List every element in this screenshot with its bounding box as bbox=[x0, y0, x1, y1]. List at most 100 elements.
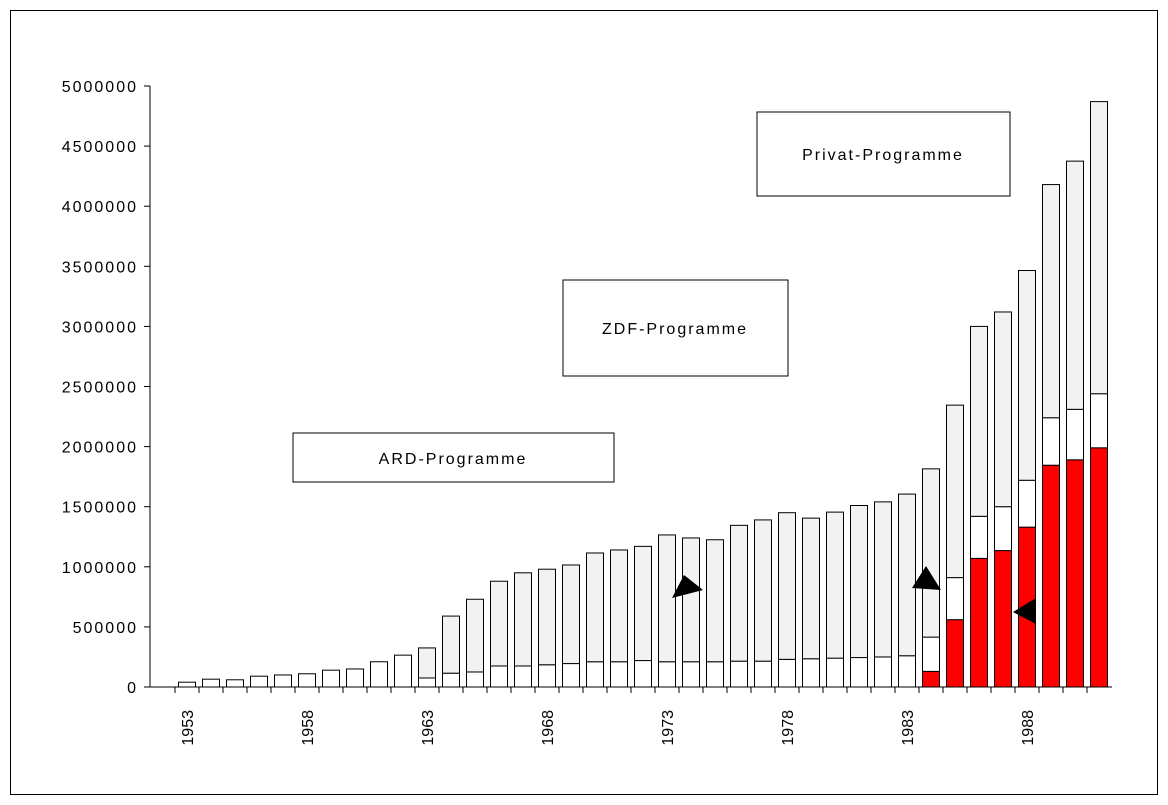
y-tick-label: 2000000 bbox=[62, 440, 138, 457]
bar-segment bbox=[946, 577, 964, 621]
bar-segment bbox=[562, 564, 580, 665]
bar-segment bbox=[658, 661, 676, 688]
bar-segment bbox=[994, 506, 1012, 552]
bar-segment bbox=[394, 654, 412, 688]
bar-segment bbox=[994, 311, 1012, 508]
bar-segment bbox=[754, 660, 772, 688]
arrow bbox=[912, 566, 941, 590]
x-tick-label: 1978 bbox=[780, 710, 797, 746]
annotation-box bbox=[562, 279, 789, 377]
bar-segment bbox=[730, 660, 748, 688]
bar-segment bbox=[490, 580, 508, 667]
annotation-box bbox=[756, 111, 1011, 197]
bar-segment bbox=[346, 668, 364, 688]
bar-segment bbox=[178, 681, 196, 688]
bar-segment bbox=[370, 661, 388, 688]
bar-segment bbox=[706, 661, 724, 688]
bar-segment bbox=[778, 658, 796, 688]
bar-segment bbox=[898, 655, 916, 688]
bar-segment bbox=[778, 512, 796, 660]
x-tick-label: 1983 bbox=[900, 710, 917, 746]
y-tick-label: 3000000 bbox=[62, 319, 138, 336]
bar-segment bbox=[322, 669, 340, 688]
plot: 0 500000 1000000 1500000 2000000 2500000 30000… bbox=[62, 79, 1112, 746]
bar-segment bbox=[586, 552, 604, 663]
bar-segment bbox=[1042, 464, 1060, 688]
bar-segment bbox=[1018, 270, 1036, 481]
bar-segment bbox=[706, 539, 724, 663]
bar-segment bbox=[538, 568, 556, 666]
y-tick-label: 3500000 bbox=[62, 259, 138, 276]
x-tick-label: 1968 bbox=[540, 710, 557, 746]
y-tick-label: 1500000 bbox=[62, 500, 138, 517]
bar-segment bbox=[298, 673, 316, 688]
y-tick-label: 4500000 bbox=[62, 139, 138, 156]
bar-segment bbox=[754, 519, 772, 662]
bar-segment bbox=[802, 517, 820, 660]
y-tick-label: 1000000 bbox=[62, 560, 138, 577]
bar-segment bbox=[658, 534, 676, 663]
annotation: ZDF-Programme bbox=[602, 321, 748, 338]
bar-segment bbox=[1090, 447, 1108, 688]
x-tick-label: 1958 bbox=[300, 710, 317, 746]
bar-segment bbox=[586, 661, 604, 688]
bar-segment bbox=[682, 537, 700, 663]
bar-segment bbox=[946, 404, 964, 579]
bar-segment bbox=[250, 675, 268, 688]
annotation: ARD-Programme bbox=[379, 451, 528, 468]
bar-segment bbox=[442, 672, 460, 688]
bar-segment bbox=[826, 511, 844, 659]
bar-segment bbox=[610, 661, 628, 688]
bar-segment bbox=[826, 657, 844, 688]
bar-segment bbox=[970, 557, 988, 688]
bar-segment bbox=[850, 504, 868, 659]
bar-segment bbox=[874, 656, 892, 688]
bar-segment bbox=[538, 664, 556, 688]
bar-segment bbox=[922, 670, 940, 688]
bar-segment bbox=[1066, 160, 1084, 410]
y-tick-label: 2500000 bbox=[62, 380, 138, 397]
bar-segment bbox=[274, 674, 292, 688]
bar-segment bbox=[442, 615, 460, 674]
bar-segment bbox=[562, 663, 580, 688]
bar-segment bbox=[1090, 393, 1108, 449]
bar-segment bbox=[1066, 459, 1084, 688]
y-tick-label: 4000000 bbox=[62, 199, 138, 216]
bar-segment bbox=[730, 524, 748, 662]
bar-segment bbox=[1042, 184, 1060, 419]
bar-segment bbox=[466, 598, 484, 673]
y-tick-label: 0 bbox=[127, 680, 138, 697]
x-tick-label: 1973 bbox=[660, 710, 677, 746]
bar-segment bbox=[1090, 101, 1108, 395]
bar-segment bbox=[802, 658, 820, 688]
bar-segment bbox=[850, 657, 868, 688]
bar-segment bbox=[514, 572, 532, 667]
bar-segment bbox=[226, 679, 244, 688]
bar-segment bbox=[970, 515, 988, 559]
bar-segment bbox=[634, 660, 652, 688]
bar-segment bbox=[418, 647, 436, 679]
bar-segment bbox=[514, 665, 532, 688]
bar-segment bbox=[922, 468, 940, 638]
x-tick-label: 1988 bbox=[1020, 710, 1037, 746]
y-tick-label: 5000000 bbox=[62, 79, 138, 96]
x-tick-label: 1963 bbox=[420, 710, 437, 746]
bar-segment bbox=[874, 501, 892, 658]
arrow bbox=[1013, 598, 1036, 624]
bar-segment bbox=[946, 619, 964, 688]
bar-segment bbox=[1042, 417, 1060, 466]
bar-segment bbox=[922, 636, 940, 672]
bar-segment bbox=[610, 549, 628, 663]
bar-segment bbox=[418, 677, 436, 688]
bar-segment bbox=[994, 550, 1012, 688]
bar-segment bbox=[1018, 479, 1036, 528]
bar-segment bbox=[202, 678, 220, 688]
annotation: Privat-Programme bbox=[802, 147, 964, 164]
y-tick-label: 500000 bbox=[73, 620, 138, 637]
annotation-box bbox=[292, 432, 615, 483]
bar-segment bbox=[466, 671, 484, 688]
bar-segment bbox=[898, 493, 916, 657]
bar-segment bbox=[490, 665, 508, 688]
bar-segment bbox=[682, 661, 700, 688]
